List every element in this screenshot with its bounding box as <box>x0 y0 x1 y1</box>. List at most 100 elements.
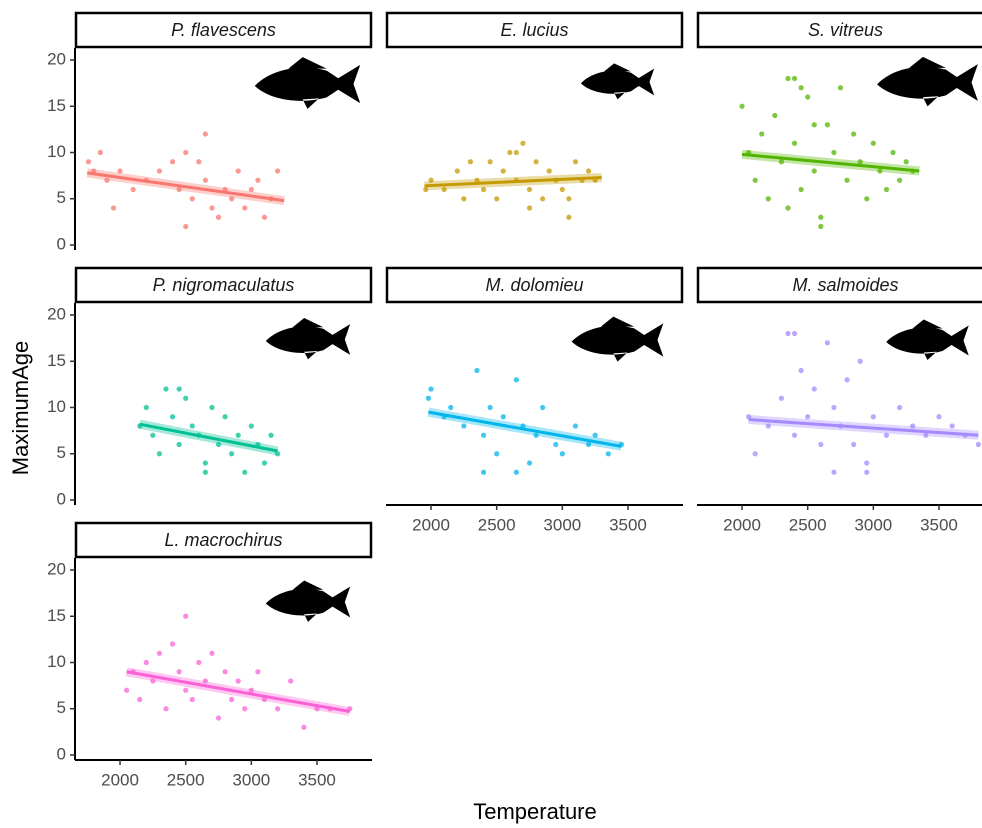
point <box>183 223 189 230</box>
point <box>229 196 235 202</box>
point <box>104 177 110 183</box>
point <box>526 186 533 193</box>
x-tick-label: 3500 <box>298 770 336 789</box>
point <box>798 85 804 91</box>
point <box>143 659 149 666</box>
y-tick-label: 0 <box>57 489 66 508</box>
point <box>169 414 176 420</box>
point <box>857 159 863 165</box>
point <box>156 168 163 174</box>
point <box>896 404 903 411</box>
point <box>448 404 454 411</box>
point <box>494 196 500 202</box>
point <box>480 469 487 475</box>
point <box>778 159 785 165</box>
point <box>585 441 592 448</box>
fish-icon <box>265 318 351 360</box>
point <box>566 196 572 202</box>
point <box>248 423 254 429</box>
point <box>785 205 791 211</box>
point <box>500 168 506 174</box>
y-tick-label: 5 <box>57 698 66 717</box>
point <box>824 340 830 346</box>
point <box>215 441 222 448</box>
point <box>851 131 857 137</box>
point <box>520 140 526 146</box>
point <box>818 214 824 220</box>
point <box>870 414 876 420</box>
point <box>500 414 506 420</box>
point <box>513 149 519 156</box>
facet-strip <box>696 266 982 304</box>
point <box>474 367 480 374</box>
point <box>301 724 307 730</box>
point <box>605 451 611 457</box>
point <box>288 678 294 684</box>
point <box>513 377 519 383</box>
point <box>176 669 182 675</box>
point <box>261 696 268 703</box>
point <box>739 103 745 109</box>
point <box>222 669 228 675</box>
y-tick-label: 20 <box>47 560 66 579</box>
point <box>513 469 519 475</box>
point <box>428 386 434 392</box>
trend-line <box>741 152 920 173</box>
point <box>124 687 130 693</box>
point <box>831 404 837 411</box>
point <box>487 404 493 411</box>
x-tick-label: 2500 <box>478 515 516 534</box>
facet-title: P. nigromaculatus <box>153 275 295 295</box>
point <box>896 177 903 183</box>
point <box>949 423 955 429</box>
trend-line <box>424 175 602 188</box>
point <box>864 469 870 475</box>
x-tick-label: 2000 <box>723 515 761 534</box>
point <box>261 460 268 466</box>
point <box>202 460 208 466</box>
point <box>196 159 202 165</box>
point <box>229 696 235 703</box>
point <box>798 367 804 374</box>
facet-strip <box>74 266 373 304</box>
y-tick-label: 10 <box>47 652 66 671</box>
point <box>890 149 896 156</box>
point <box>553 441 559 448</box>
y-tick-label: 0 <box>57 744 66 763</box>
y-tick-label: 15 <box>47 606 66 625</box>
y-tick-label: 15 <box>47 351 66 370</box>
point <box>137 696 143 703</box>
point <box>189 696 195 703</box>
x-tick-label: 3500 <box>609 515 647 534</box>
trend-line <box>748 418 979 437</box>
point <box>818 441 824 448</box>
fish-icon <box>571 316 664 362</box>
trend-line <box>139 422 278 453</box>
point <box>837 85 844 91</box>
point <box>936 414 942 420</box>
trend-line <box>428 410 622 448</box>
facet-title: E. lucius <box>500 20 568 40</box>
point <box>883 432 890 438</box>
point <box>752 451 758 457</box>
point <box>97 149 103 156</box>
point <box>831 469 837 475</box>
trend-line <box>126 670 351 714</box>
point <box>791 140 798 146</box>
point <box>526 205 533 211</box>
point <box>461 423 467 429</box>
point <box>474 177 480 183</box>
facet-strip <box>385 11 684 49</box>
point <box>851 441 857 448</box>
point <box>857 358 863 364</box>
y-tick-label: 20 <box>47 305 66 324</box>
point <box>805 414 811 420</box>
fish-icon <box>265 580 351 622</box>
x-axis-title: Temperature <box>473 799 597 824</box>
point <box>765 423 771 429</box>
point <box>235 168 241 174</box>
point <box>183 395 189 401</box>
point <box>209 404 215 411</box>
x-tick-label: 2500 <box>167 770 205 789</box>
point <box>156 650 163 656</box>
